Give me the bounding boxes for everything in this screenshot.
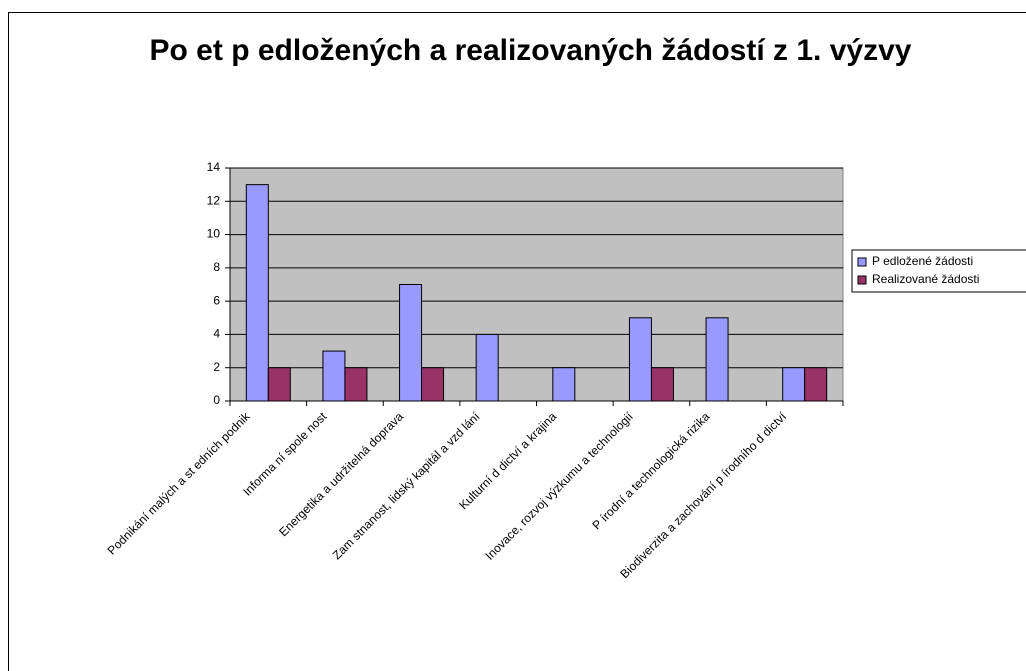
bar bbox=[804, 367, 828, 402]
legend-swatch bbox=[857, 257, 867, 267]
y-tick-label: 0 bbox=[213, 393, 220, 407]
bar bbox=[650, 367, 674, 402]
legend-box bbox=[851, 249, 1026, 293]
y-tick-label: 12 bbox=[207, 193, 221, 207]
y-tick-label: 8 bbox=[213, 260, 220, 274]
x-tick-label: Zam stnanost, lidský kapitál a vzd lání bbox=[330, 409, 483, 562]
x-tick-label: Energetika a udržitelná doprava bbox=[276, 409, 406, 539]
legend-label: P edložené žádosti bbox=[872, 254, 973, 268]
bar bbox=[245, 184, 269, 402]
legend-swatch bbox=[857, 275, 867, 285]
y-tick-label: 6 bbox=[213, 293, 220, 307]
x-tick-label: Inovace, rozvoj výzkumu a technologií bbox=[483, 409, 637, 563]
y-tick-label: 2 bbox=[213, 360, 220, 374]
bar bbox=[344, 367, 368, 402]
y-tick-label: 10 bbox=[207, 227, 221, 241]
chart-frame bbox=[8, 12, 1026, 671]
legend-label: Realizované žádosti bbox=[872, 272, 979, 286]
bar bbox=[421, 367, 445, 402]
bar bbox=[322, 350, 346, 402]
chart-title: Po et p edložených a realizovaných žádos… bbox=[149, 34, 912, 67]
bar bbox=[399, 284, 423, 402]
plot-area bbox=[229, 167, 844, 402]
x-tick-label: Podnikání malých a st edních podnik bbox=[105, 409, 254, 558]
x-tick-label: Biodiverzita a zachování p írodního d di… bbox=[617, 409, 789, 581]
y-tick-label: 14 bbox=[207, 160, 221, 174]
x-tick-label: Informa ní spole nost bbox=[240, 409, 330, 499]
bar bbox=[267, 367, 291, 402]
bar bbox=[782, 367, 806, 402]
bar bbox=[628, 317, 652, 402]
bar bbox=[705, 317, 729, 402]
bar bbox=[552, 367, 576, 402]
bar bbox=[475, 333, 499, 402]
y-tick-label: 4 bbox=[213, 327, 220, 341]
